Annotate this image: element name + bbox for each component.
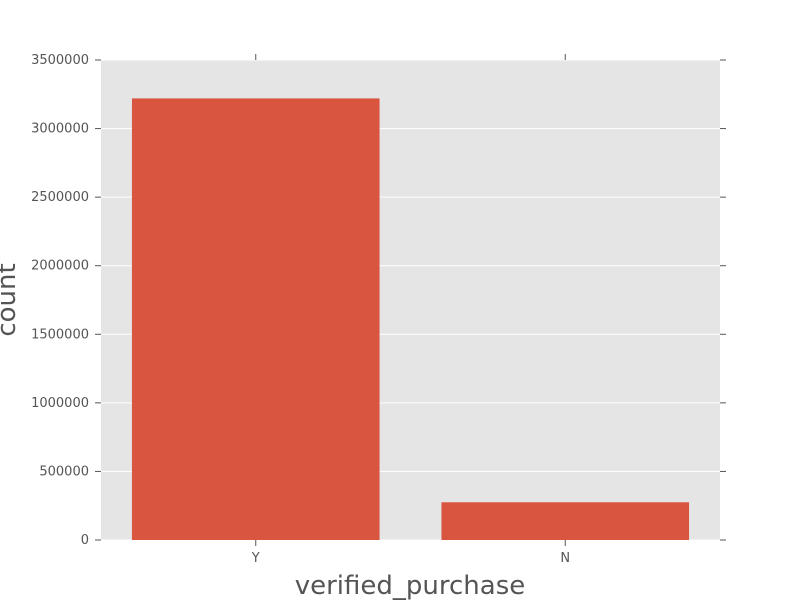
x-tick-label: N xyxy=(560,551,570,566)
y-tick-label: 1500000 xyxy=(31,327,89,342)
x-tick-label: Y xyxy=(251,551,260,566)
y-tick-label: 0 xyxy=(81,533,89,548)
bar-N xyxy=(441,502,690,540)
y-axis-label: count xyxy=(0,263,22,336)
axis-ticks: 0 500000 1000000 1500000 2000000 2500000 30000… xyxy=(31,53,726,566)
bars xyxy=(131,98,690,541)
y-tick-label: 2000000 xyxy=(31,259,89,274)
y-tick-label: 3500000 xyxy=(31,53,89,68)
y-tick-label: 500000 xyxy=(39,464,89,479)
y-tick-label: 3000000 xyxy=(31,122,89,137)
y-tick-label: 1000000 xyxy=(31,396,89,411)
x-axis-label: verified_purchase xyxy=(295,571,526,600)
bar-Y xyxy=(131,98,380,541)
y-tick-label: 2500000 xyxy=(31,190,89,205)
